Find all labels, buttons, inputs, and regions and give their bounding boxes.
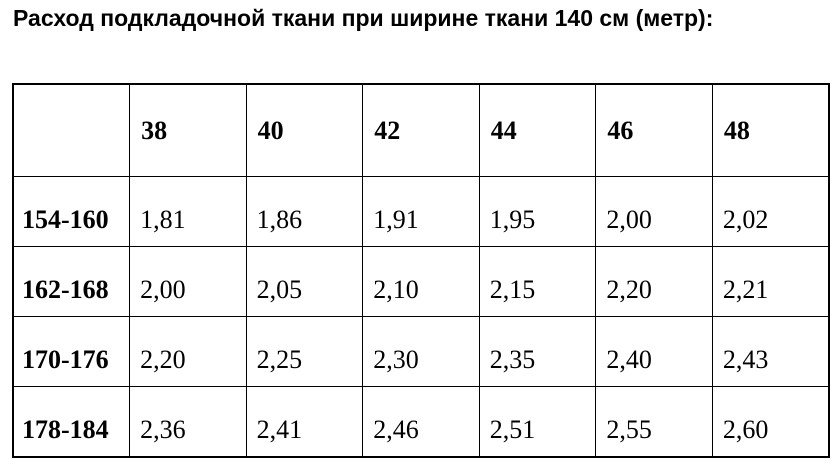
table-cell: 2,35 <box>478 316 597 387</box>
table-cell: 2,20 <box>129 316 247 387</box>
table-cell: 2,25 <box>245 316 364 387</box>
row-header: 154-160 <box>12 176 131 247</box>
table-cell: 2,30 <box>362 316 480 387</box>
column-header-48: 48 <box>711 83 830 177</box>
table-cell: 1,91 <box>362 176 480 247</box>
fabric-consumption-table: 38 40 42 44 46 48 154-160 1,81 1,86 1,91… <box>12 83 830 458</box>
table-header-row: 38 40 42 44 46 48 <box>12 83 830 177</box>
table-cell: 2,46 <box>362 386 480 458</box>
row-header: 178-184 <box>12 386 131 458</box>
table-cell: 2,10 <box>362 246 480 317</box>
column-header-42: 42 <box>362 83 480 177</box>
column-header-44: 44 <box>478 83 597 177</box>
table-cell: 2,20 <box>595 246 713 317</box>
table-cell: 2,60 <box>711 386 830 458</box>
table-row: 178-184 2,36 2,41 2,46 2,51 2,55 2,60 <box>12 386 830 458</box>
table-cell: 2,40 <box>595 316 713 387</box>
table-cell: 2,41 <box>245 386 364 458</box>
table-cell: 2,00 <box>595 176 713 247</box>
table-cell: 2,51 <box>478 386 597 458</box>
table-cell: 1,86 <box>245 176 364 247</box>
table-cell: 2,02 <box>711 176 830 247</box>
table-cell: 2,36 <box>129 386 247 458</box>
column-header-38: 38 <box>129 83 247 177</box>
table-cell: 2,05 <box>245 246 364 317</box>
row-header: 170-176 <box>12 316 131 387</box>
table-cell: 2,21 <box>711 246 830 317</box>
table-cell: 2,00 <box>129 246 247 317</box>
table-row: 154-160 1,81 1,86 1,91 1,95 2,00 2,02 <box>12 176 830 247</box>
page-title: Расход подкладочной ткани при ширине тка… <box>13 5 714 31</box>
table-cell: 2,15 <box>478 246 597 317</box>
table-cell: 1,81 <box>129 176 247 247</box>
column-header-40: 40 <box>245 83 364 177</box>
corner-cell <box>12 83 131 177</box>
table-row: 162-168 2,00 2,05 2,10 2,15 2,20 2,21 <box>12 246 830 317</box>
row-header: 162-168 <box>12 246 131 317</box>
table-row: 170-176 2,20 2,25 2,30 2,35 2,40 2,43 <box>12 316 830 387</box>
table-cell: 2,55 <box>595 386 713 458</box>
table-cell: 2,43 <box>711 316 830 387</box>
table-cell: 1,95 <box>478 176 597 247</box>
column-header-46: 46 <box>595 83 713 177</box>
